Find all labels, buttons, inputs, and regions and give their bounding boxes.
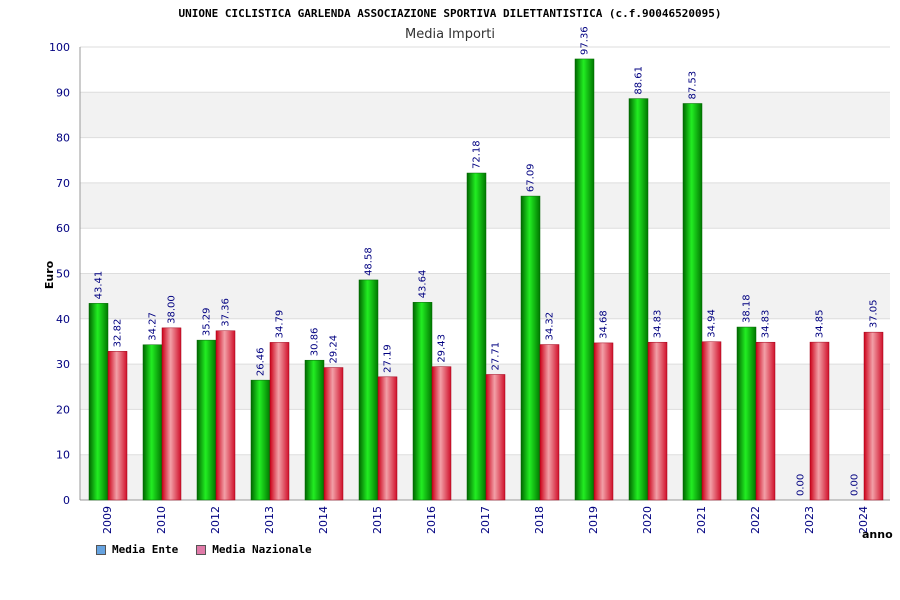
legend: Media Ente Media Nazionale — [96, 543, 312, 556]
y-tick-label: 70 — [56, 177, 70, 190]
bar-media-nazionale — [593, 342, 614, 501]
data-label-nazionale: 38.00 — [167, 295, 178, 324]
data-label-nazionale: 27.19 — [383, 344, 394, 373]
bar-media-ente — [412, 302, 433, 501]
data-label-nazionale: 37.36 — [221, 298, 232, 327]
data-label-nazionale: 37.05 — [869, 300, 880, 329]
data-label-nazionale: 29.24 — [329, 335, 340, 364]
x-tick-label: 2015 — [371, 506, 384, 534]
bar-media-ente — [466, 172, 487, 501]
data-label-nazionale: 34.83 — [653, 310, 664, 339]
x-axis-label: anno — [862, 528, 893, 541]
chart-title: UNIONE CICLISTICA GARLENDA ASSOCIAZIONE … — [178, 7, 721, 20]
y-tick-label: 20 — [56, 403, 70, 416]
y-tick-label: 30 — [56, 358, 70, 371]
bar-media-ente — [682, 103, 703, 501]
bar-media-nazionale — [431, 366, 452, 501]
data-label-nazionale: 34.32 — [545, 312, 556, 341]
data-label-ente: 43.41 — [94, 271, 105, 300]
x-tick-label: 2012 — [209, 506, 222, 534]
bar-media-nazionale — [863, 331, 884, 501]
grid-band — [80, 47, 890, 93]
bar-media-nazionale — [215, 330, 236, 501]
x-tick-label: 2023 — [803, 506, 816, 534]
data-label-nazionale: 34.83 — [761, 310, 772, 339]
bar-media-nazionale — [701, 341, 722, 501]
x-tick-label: 2010 — [155, 506, 168, 534]
data-label-nazionale: 29.43 — [437, 334, 448, 363]
bar-media-ente — [250, 379, 271, 501]
bar-media-nazionale — [323, 367, 344, 501]
x-tick-label: 2021 — [695, 506, 708, 534]
data-label-nazionale: 27.71 — [491, 342, 502, 371]
x-tick-label: 2024 — [857, 506, 870, 534]
chart-subtitle: Media Importi — [405, 27, 495, 42]
x-tick-label: 2013 — [263, 506, 276, 534]
bar-media-nazionale — [377, 376, 398, 501]
data-label-ente: 67.09 — [526, 163, 537, 192]
data-label-ente: 48.58 — [364, 247, 375, 276]
data-label-ente: 43.64 — [418, 270, 429, 299]
bar-media-ente — [88, 303, 109, 501]
data-label-ente: 34.27 — [148, 312, 159, 341]
data-label-ente: 35.29 — [202, 307, 213, 336]
bar-media-nazionale — [161, 327, 182, 501]
data-label-ente: 0.00 — [850, 474, 861, 496]
bar-media-nazionale — [809, 341, 830, 501]
y-tick-label: 40 — [56, 313, 70, 326]
bar-media-ente — [628, 98, 649, 501]
x-tick-label: 2018 — [533, 506, 546, 534]
data-label-ente: 38.18 — [742, 294, 753, 323]
y-tick-label: 90 — [56, 86, 70, 99]
x-tick-label: 2016 — [425, 506, 438, 534]
bar-media-ente — [304, 359, 325, 501]
legend-swatch-ente — [96, 544, 106, 555]
y-tick-label: 60 — [56, 222, 70, 235]
bar-media-ente — [142, 344, 163, 501]
bar-media-nazionale — [107, 351, 128, 501]
bar-media-ente — [736, 326, 757, 501]
legend-swatch-nazionale — [196, 544, 207, 555]
data-label-nazionale: 34.79 — [275, 310, 286, 339]
legend-item-ente: Media Ente — [96, 543, 178, 556]
bar-media-nazionale — [485, 374, 506, 501]
y-axis-label: Euro — [43, 260, 56, 289]
bar-media-nazionale — [269, 342, 290, 501]
data-label-nazionale: 34.68 — [599, 310, 610, 339]
data-label-nazionale: 32.82 — [113, 319, 124, 348]
data-label-ente: 72.18 — [472, 140, 483, 169]
legend-label-ente: Media Ente — [112, 543, 179, 556]
data-label-ente: 87.53 — [688, 71, 699, 100]
bar-media-nazionale — [539, 344, 560, 501]
bar-media-ente — [520, 195, 541, 501]
x-tick-label: 2022 — [749, 506, 762, 534]
legend-item-nazionale: Media Nazionale — [196, 543, 312, 556]
plot-area: 0 10 20 30 40 50 60 70 80 90 100 43.41 32.82 2009 34.2… — [49, 26, 890, 534]
data-label-nazionale: 34.85 — [815, 309, 826, 338]
x-tick-label: 2019 — [587, 506, 600, 534]
bar-media-nazionale — [755, 341, 776, 501]
grid-band — [80, 92, 890, 138]
y-tick-label: 10 — [56, 449, 70, 462]
x-tick-label: 2017 — [479, 506, 492, 534]
data-label-nazionale: 34.94 — [707, 309, 718, 338]
bar-media-nazionale — [647, 341, 668, 501]
data-label-ente: 30.86 — [310, 328, 321, 357]
y-tick-label: 50 — [56, 268, 70, 281]
x-tick-label: 2014 — [317, 506, 330, 534]
y-tick-label: 100 — [49, 41, 70, 54]
x-tick-label: 2020 — [641, 506, 654, 534]
y-tick-label: 0 — [63, 494, 70, 507]
legend-label-nazionale: Media Nazionale — [212, 543, 312, 556]
data-label-ente: 0.00 — [796, 474, 807, 496]
bar-media-ente — [574, 58, 595, 501]
y-tick-label: 80 — [56, 132, 70, 145]
bar-media-ente — [196, 339, 217, 501]
bar-media-ente — [358, 279, 379, 501]
x-tick-label: 2009 — [101, 506, 114, 534]
data-label-ente: 26.46 — [256, 347, 267, 376]
data-label-ente: 88.61 — [634, 66, 645, 95]
data-label-ente: 97.36 — [580, 26, 591, 55]
